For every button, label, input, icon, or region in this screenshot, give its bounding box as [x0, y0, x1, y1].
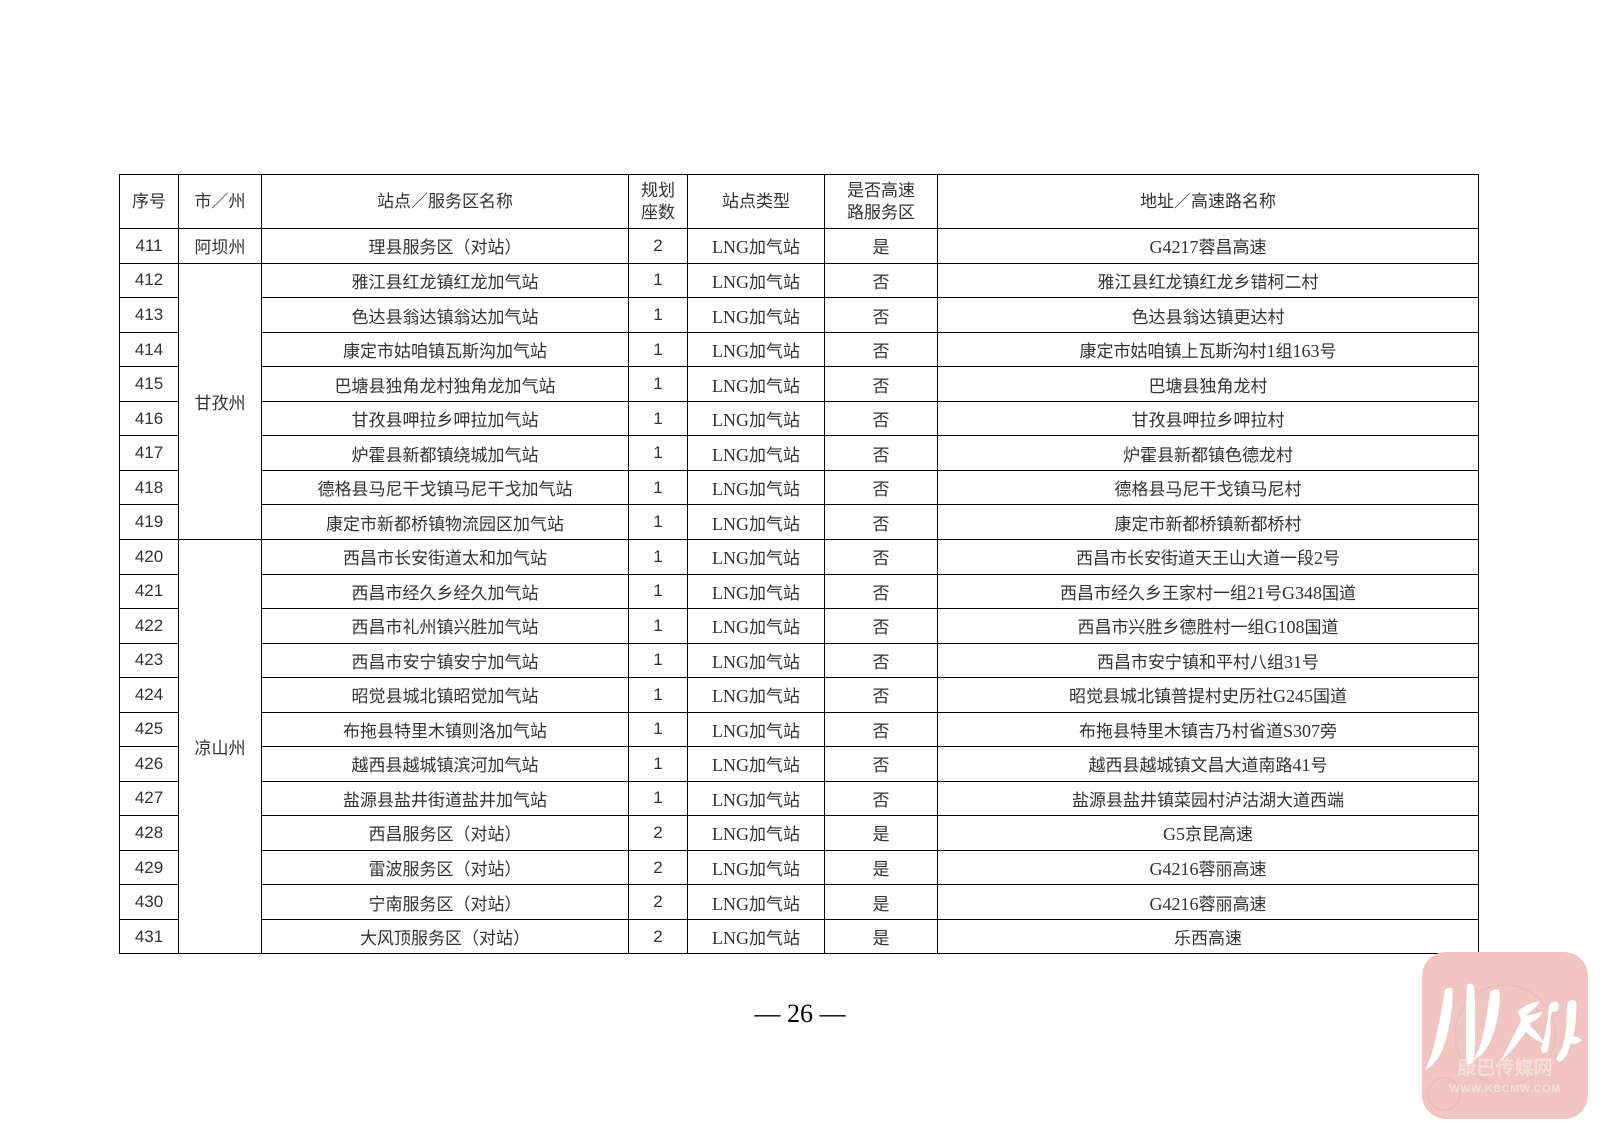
svg-text:WWW.KBCMW.COM: WWW.KBCMW.COM [1449, 1083, 1561, 1095]
